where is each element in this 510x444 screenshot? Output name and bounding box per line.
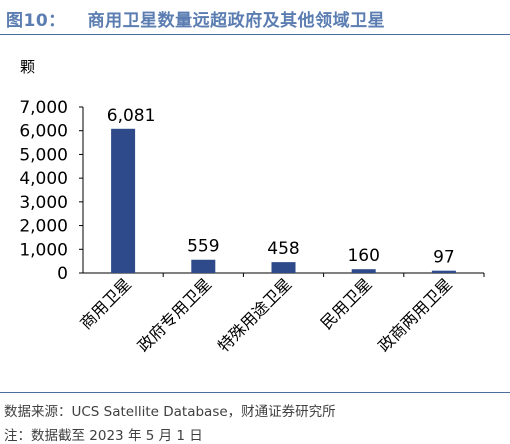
data-label: 6,081 (107, 106, 156, 126)
figure-title: 图10： 商用卫星数量远超政府及其他领域卫星 (6, 6, 385, 31)
x-tick-label: 政府专用卫星 (134, 274, 215, 355)
bar (271, 262, 296, 273)
bars (111, 128, 456, 273)
y-unit-label: 颗 (20, 58, 35, 76)
y-tick-label: 0 (57, 264, 68, 284)
data-label: 559 (187, 237, 219, 257)
bar (191, 259, 216, 273)
y-tick-label: 3,000 (19, 193, 68, 213)
footer-divider (0, 392, 510, 393)
y-tick-label: 7,000 (19, 98, 68, 118)
figure-header: 图10： 商用卫星数量远超政府及其他领域卫星 (0, 0, 510, 35)
bar-chart: 颗 0 1,000 2,000 3,000 4,000 5,000 6,000 7,000 6… (19, 58, 485, 356)
data-label: 160 (347, 246, 379, 266)
x-tick-label: 民用卫星 (317, 274, 376, 333)
x-tick-label: 商用卫星 (76, 274, 135, 333)
y-tick-label: 1,000 (19, 240, 68, 260)
data-label: 97 (433, 248, 455, 268)
y-axis: 0 1,000 2,000 3,000 4,000 5,000 6,000 7,000 (19, 98, 84, 284)
y-tick-label: 4,000 (19, 169, 68, 189)
source-note: 数据来源：UCS Satellite Database，财通证券研究所 (4, 404, 336, 420)
data-label: 458 (267, 239, 299, 259)
figure-title-text: 商用卫星数量远超政府及其他领域卫星 (87, 11, 386, 31)
y-tick-label: 5,000 (19, 145, 68, 165)
bar (431, 270, 456, 273)
date-note: 注：数据截至 2023 年 5 月 1 日 (4, 428, 203, 444)
bar (351, 269, 376, 273)
y-tick-label: 2,000 (19, 217, 68, 237)
y-tick-label: 6,000 (19, 122, 68, 142)
x-tick-label: 特殊用途卫星 (214, 274, 295, 355)
x-tick-label: 政商两用卫星 (374, 274, 455, 355)
figure-number: 图10： (6, 11, 66, 31)
data-labels: 6,081 559 458 160 97 (107, 106, 455, 268)
bar (111, 128, 136, 273)
